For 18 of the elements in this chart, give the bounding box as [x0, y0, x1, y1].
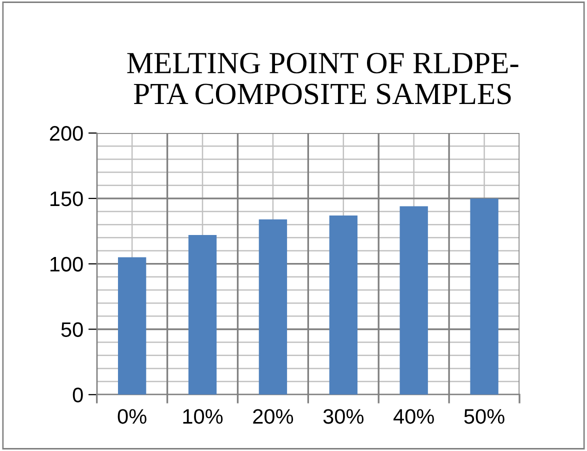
chart-title: MELTING POINT OF RLDPE- PTA COMPOSITE SAMPLES [127, 52, 518, 104]
bar [118, 257, 146, 395]
x-tick-label: 50% [464, 409, 504, 424]
y-tick-label: 0 [72, 388, 83, 402]
bar [329, 215, 358, 395]
bar [188, 235, 217, 395]
y-tick-label: 150 [50, 191, 83, 206]
x-tick-label: 20% [253, 409, 294, 424]
y-tick-label: 100 [50, 256, 83, 272]
y-tick-label: 50 [61, 322, 83, 337]
y-tick-label: 200 [50, 126, 83, 141]
x-tick-label: 30% [323, 409, 364, 424]
bar [400, 206, 428, 395]
x-tick-label: 0% [118, 409, 146, 424]
x-tick-label: 10% [183, 409, 223, 424]
bar [470, 198, 498, 395]
bar [258, 219, 288, 395]
x-tick-label: 40% [393, 409, 434, 424]
